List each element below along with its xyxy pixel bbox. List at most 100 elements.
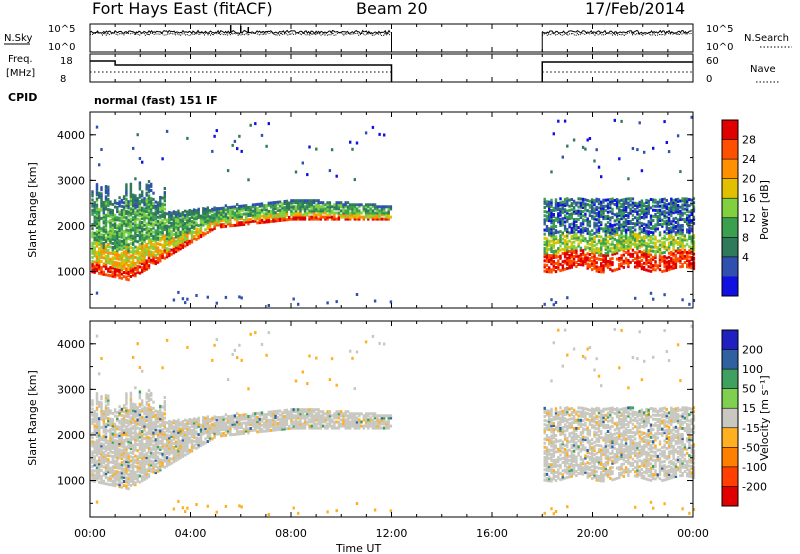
range-gate-cell <box>98 474 101 478</box>
range-gate-cell <box>125 199 128 203</box>
range-gate-cell <box>242 220 246 224</box>
range-gate-cell <box>109 231 112 235</box>
range-gate-cell <box>572 207 576 211</box>
range-gate-cell <box>109 427 112 431</box>
range-gate-cell <box>95 447 99 451</box>
range-gate-cell <box>645 213 648 217</box>
range-gate-cell <box>129 469 133 473</box>
range-gate-cell <box>654 237 657 241</box>
range-gate-cell <box>163 465 166 469</box>
range-gate-cell <box>554 301 558 304</box>
range-gate-cell <box>102 422 105 426</box>
range-gate-cell <box>681 205 684 209</box>
range-gate-cell <box>159 206 162 210</box>
range-gate-cell <box>107 406 110 410</box>
range-gate-cell <box>272 213 275 217</box>
range-gate-cell <box>215 432 218 436</box>
range-gate-cell <box>141 475 144 479</box>
range-gate-cell <box>136 469 139 473</box>
range-gate-cell <box>93 451 96 455</box>
range-gate-cell <box>145 222 148 226</box>
range-gate-cell <box>95 261 99 264</box>
range-gate-cell <box>683 261 687 264</box>
range-gate-cell <box>145 249 148 253</box>
range-gate-cell <box>107 204 110 207</box>
range-gate-cell <box>692 221 696 225</box>
range-gate-cell <box>595 246 598 250</box>
range-gate-cell <box>211 218 214 221</box>
range-gate-cell <box>93 260 96 264</box>
range-gate-cell <box>125 478 128 482</box>
range-gate-cell <box>199 224 203 228</box>
range-gate-cell <box>265 208 268 212</box>
range-gate-cell <box>371 211 375 215</box>
range-gate-cell <box>93 254 96 258</box>
range-gate-cell <box>349 205 352 209</box>
range-gate-cell <box>177 232 180 236</box>
range-gate-cell <box>111 260 114 264</box>
range-gate-cell <box>156 469 160 473</box>
range-gate-cell <box>683 199 687 203</box>
range-gate-cell <box>125 439 128 443</box>
range-gate-cell <box>190 433 194 437</box>
range-gate-cell <box>156 207 160 211</box>
range-gate-cell <box>344 213 347 217</box>
range-gate-cell <box>120 463 124 467</box>
power-ylabel: Slant Range [km] <box>26 162 39 258</box>
range-gate-cell <box>102 430 105 434</box>
range-gate-cell <box>563 208 567 212</box>
range-gate-cell <box>118 470 121 474</box>
range-gate-cell <box>220 219 223 223</box>
range-gate-cell <box>147 190 151 194</box>
range-gate-cell <box>109 229 112 233</box>
range-gate-cell <box>577 238 580 242</box>
range-gate-cell <box>640 265 644 269</box>
range-gate-cell <box>600 243 603 247</box>
range-gate-cell <box>231 211 234 215</box>
range-gate-cell <box>132 197 135 201</box>
range-gate-cell <box>134 223 137 226</box>
range-gate-cell <box>129 190 133 194</box>
range-gate-cell <box>588 263 592 267</box>
range-gate-cell <box>579 234 583 238</box>
range-gate-cell <box>122 418 126 422</box>
range-gate-cell <box>595 265 598 269</box>
range-gate-cell <box>95 416 99 420</box>
range-gate-cell <box>181 221 185 225</box>
range-gate-cell <box>595 234 598 238</box>
range-gate-cell <box>186 435 189 439</box>
range-gate-cell <box>581 210 585 214</box>
range-gate-cell <box>150 453 153 457</box>
range-gate-cell <box>667 235 671 239</box>
range-gate-cell <box>272 209 275 213</box>
range-gate-cell <box>667 231 671 235</box>
range-gate-cell <box>154 239 157 243</box>
range-gate-cell <box>559 224 562 227</box>
range-gate-cell <box>116 470 119 474</box>
range-gate-cell <box>154 469 157 473</box>
range-gate-cell <box>134 251 137 255</box>
range-gate-cell <box>308 215 311 219</box>
range-gate-cell <box>681 199 684 203</box>
range-gate-cell <box>113 410 117 414</box>
range-gate-cell <box>566 215 569 219</box>
range-gate-cell <box>190 443 194 447</box>
range-gate-cell <box>559 203 562 207</box>
range-gate-cell <box>197 224 200 228</box>
range-gate-cell <box>111 475 114 479</box>
range-gate-cell <box>109 411 112 415</box>
range-gate-cell <box>634 232 637 236</box>
range-gate-cell <box>367 209 370 213</box>
range-gate-cell <box>624 238 628 242</box>
range-gate-cell <box>683 197 687 201</box>
range-gate-cell <box>143 445 146 449</box>
range-gate-cell <box>301 217 304 221</box>
range-gate-cell <box>98 439 101 443</box>
range-gate-cell <box>159 460 162 464</box>
range-gate-cell <box>127 251 130 255</box>
range-gate-cell <box>93 410 96 414</box>
range-gate-cell <box>561 233 564 237</box>
range-gate-cell <box>102 428 105 432</box>
range-gate-cell <box>636 233 639 237</box>
cpid-label: CPID <box>8 91 37 104</box>
